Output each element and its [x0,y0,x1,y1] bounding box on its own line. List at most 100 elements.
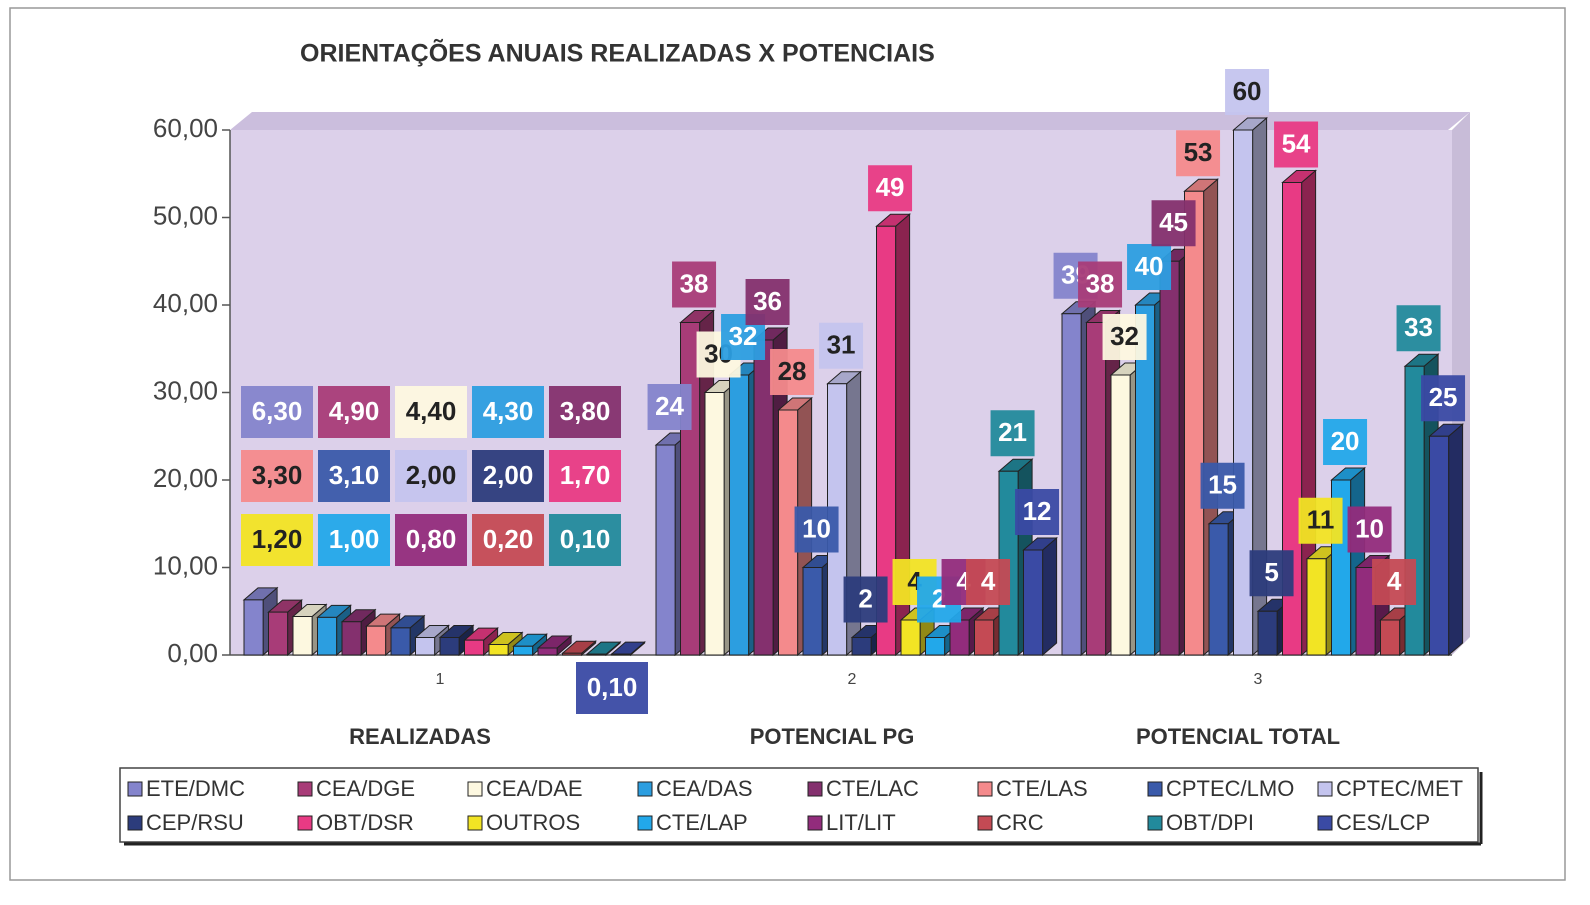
data-label: 24 [655,391,684,421]
data-label: 32 [729,321,758,351]
x-tick-label: 2 [848,671,857,688]
data-label: 54 [1282,128,1311,158]
bar [949,619,970,656]
data-label-box [794,506,839,553]
bar [704,392,725,656]
data-label-box [241,450,313,502]
bar [1282,182,1303,656]
data-label: 32 [1110,321,1139,351]
data-label-box [318,450,390,502]
data-label: 3,80 [560,396,611,426]
bar [1184,190,1205,656]
data-label: 15 [1208,470,1237,500]
legend-label: CEP/RSU [146,810,244,835]
data-label: 2,00 [406,460,457,490]
data-label-box [1421,375,1466,422]
legend-swatch [1147,781,1163,797]
bar [1380,619,1401,656]
data-label: 12 [1023,496,1052,526]
data-label: 10 [1355,513,1384,543]
legend-swatch [467,781,483,797]
data-label-box [1396,305,1441,352]
data-label-box [843,576,888,623]
y-tick-label: 50,00 [153,200,218,230]
bar [586,653,607,656]
bar [802,567,823,656]
bar [1208,523,1229,656]
data-label: 49 [876,172,905,202]
bar [366,625,387,656]
data-label: 25 [1429,382,1458,412]
data-label-box [549,450,621,502]
legend-box [119,767,1479,843]
bar [851,637,872,656]
data-label: 33 [1404,312,1433,342]
legend-swatch [127,781,143,797]
bar [1023,549,1044,656]
legend-label: OUTROS [486,810,580,835]
data-label: 4 [1387,566,1402,596]
data-label-box [1176,130,1221,177]
data-label-box [990,410,1035,457]
legend-label: LIT/LIT [826,810,896,835]
data-label-box [318,386,390,438]
data-label: 28 [778,356,807,386]
bar [513,645,534,656]
bar [537,647,558,656]
bar [974,619,995,656]
data-label-box [1298,497,1343,544]
bar [1257,610,1278,656]
legend-swatch [807,815,823,831]
data-label: 5 [1264,557,1278,587]
data-label: 4 [981,566,996,596]
data-label-box [395,450,467,502]
data-label-box [472,386,544,438]
legend-label: CES/LCP [1336,810,1430,835]
y-tick-label: 20,00 [153,463,218,493]
legend-swatch [1317,815,1333,831]
legend-swatch [1317,781,1333,797]
data-label-box [318,514,390,566]
bar [655,444,676,656]
data-label-box [1102,314,1147,360]
bar [415,637,436,656]
data-label-box [549,514,621,566]
bar [292,616,313,656]
data-label: 4,40 [406,396,457,426]
bar [1233,129,1254,656]
legend-label: OBT/DPI [1166,810,1254,835]
legend-swatch [467,815,483,831]
data-label: 4,30 [483,396,534,426]
data-label-box [672,261,717,308]
data-label-box [1323,419,1368,465]
bar [488,644,509,656]
legend-label: CTE/LAP [656,810,748,835]
group-label: REALIZADAS [349,724,491,749]
y-tick-label: 60,00 [153,113,218,143]
chart-title: ORIENTAÇÕES ANUAIS REALIZADAS X POTENCIA… [300,38,935,68]
data-label: 0,80 [406,524,457,554]
data-label: 36 [753,286,782,316]
bar [341,621,362,656]
legend-label: CRC [996,810,1044,835]
bar [900,619,921,656]
data-label-box [647,384,692,430]
legend-label: OBT/DSR [316,810,414,835]
data-label-box [966,559,1011,605]
bar-side [1448,423,1464,657]
data-label: 20 [1331,426,1360,456]
group-label: POTENCIAL PG [750,724,915,749]
data-label-box [1015,489,1060,535]
data-label: 6,30 [252,396,303,426]
data-label: 21 [998,417,1027,447]
data-label: 4,90 [329,396,380,426]
bar [925,637,946,656]
bar [729,374,750,656]
data-label-box [472,450,544,502]
legend-swatch [807,781,823,797]
data-label-box [472,514,544,566]
legend-swatch [297,815,313,831]
data-label: 1,70 [560,460,611,490]
legend-label: CPTEC/MET [1336,776,1463,801]
